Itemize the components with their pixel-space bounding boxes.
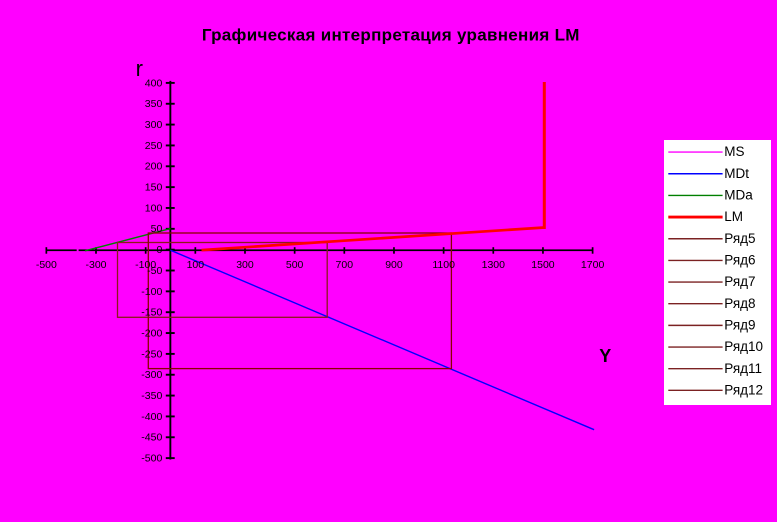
svg-text:500: 500: [286, 259, 304, 271]
svg-text:200: 200: [145, 161, 163, 173]
svg-text:Ряд5: Ряд5: [724, 231, 755, 246]
svg-text:1500: 1500: [531, 259, 555, 271]
svg-text:900: 900: [385, 259, 403, 271]
svg-text:-150: -150: [141, 307, 162, 319]
svg-text:Ряд7: Ряд7: [724, 274, 755, 289]
svg-text:-450: -450: [141, 432, 162, 444]
svg-text:1100: 1100: [432, 259, 455, 271]
svg-text:Ряд9: Ряд9: [724, 317, 755, 332]
svg-text:-350: -350: [141, 390, 162, 402]
svg-text:Ряд8: Ряд8: [724, 296, 755, 311]
svg-text:r: r: [136, 56, 143, 81]
svg-text:MDt: MDt: [724, 166, 749, 181]
svg-text:Ряд11: Ряд11: [724, 361, 762, 376]
svg-text:1300: 1300: [482, 259, 506, 271]
svg-text:700: 700: [336, 259, 354, 271]
svg-text:350: 350: [145, 98, 163, 110]
svg-text:Y: Y: [599, 346, 611, 366]
svg-text:-200: -200: [141, 327, 162, 339]
svg-text:-300: -300: [141, 369, 162, 381]
svg-text:-100: -100: [141, 286, 162, 298]
svg-text:100: 100: [187, 259, 205, 271]
svg-text:1700: 1700: [581, 259, 605, 271]
svg-text:Графическая интерпретация урав: Графическая интерпретация уравнения LM: [202, 25, 580, 44]
svg-text:100: 100: [145, 202, 163, 214]
svg-text:Ряд10: Ряд10: [724, 339, 763, 354]
svg-text:250: 250: [145, 140, 163, 152]
svg-text:LM: LM: [724, 209, 743, 224]
svg-text:-500: -500: [36, 259, 57, 271]
svg-text:50: 50: [151, 223, 163, 235]
svg-text:0: 0: [156, 244, 162, 256]
svg-text:150: 150: [145, 182, 163, 194]
svg-text:-100: -100: [135, 259, 156, 271]
svg-text:-300: -300: [86, 259, 107, 271]
svg-text:300: 300: [145, 119, 163, 131]
svg-text:-250: -250: [141, 348, 162, 360]
svg-text:MDa: MDa: [724, 188, 753, 203]
svg-text:MS: MS: [724, 144, 744, 159]
svg-text:-500: -500: [141, 453, 162, 465]
svg-text:400: 400: [145, 77, 163, 89]
svg-text:-400: -400: [141, 411, 162, 423]
svg-text:Ряд12: Ряд12: [724, 382, 763, 397]
svg-text:300: 300: [236, 259, 254, 271]
svg-text:Ряд6: Ряд6: [724, 253, 755, 268]
svg-text:-50: -50: [147, 265, 162, 277]
